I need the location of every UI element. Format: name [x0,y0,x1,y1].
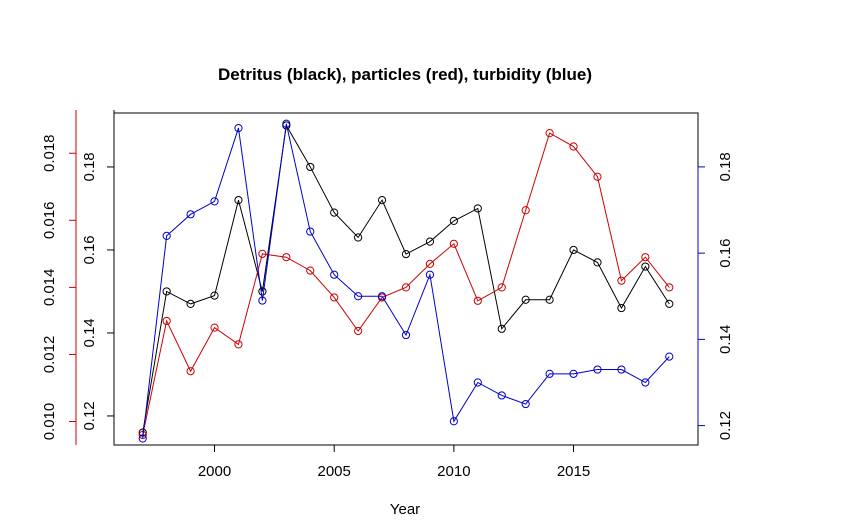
series-particles-point [593,172,602,181]
series-particles-point [162,316,171,326]
series-turbidity-point [665,352,674,361]
series-particles-point [186,367,195,376]
left-inner-axis: 0.12 0.14 0.16 0.18 [81,110,115,445]
series-particles-point [401,283,411,292]
series-particles-point [449,239,458,248]
chart-title: Detritus (black), particles (red), turbi… [218,65,592,84]
series-turbidity-point [234,123,243,133]
right-axis-tick-label: 0.16 [717,239,734,268]
series-detritus-point [306,162,315,172]
series-particles-point [545,129,554,138]
series-turbidity-point [545,369,554,378]
series-turbidity-point [306,227,315,236]
series-detritus-point [617,303,626,313]
series-particles-point [425,259,435,269]
series-particles-point [617,276,626,285]
series-turbidity-point [569,369,578,378]
series-turbidity-point [473,378,482,387]
right-axis-tick-label: 0.14 [717,325,734,354]
series-particles-point [306,266,315,275]
series-detritus-point [401,250,411,259]
series-turbidity-point [617,365,626,374]
series-turbidity-point [593,365,602,374]
series-turbidity-point [138,434,147,443]
series-detritus-point [593,258,602,267]
series-particles-point [665,283,674,292]
left-outer-axis: 0.010 0.012 0.014 0.016 0.018 [41,110,77,445]
left-outer-axis-tick-label: 0.010 [41,403,58,441]
series-turbidity-point [258,296,267,305]
right-axis-tick-label: 0.18 [717,152,734,181]
left-outer-axis-tick-label: 0.018 [41,134,58,172]
series-detritus-point [641,262,650,271]
series-turbidity-point [449,417,458,426]
series-particles-point [569,142,578,151]
series-detritus-point [186,299,195,308]
x-axis: 2000 2005 2010 2015 [198,444,590,480]
right-axis-tick-label: 0.12 [717,411,734,440]
series-particles-point [210,323,219,332]
series-particles-point [641,253,650,262]
series-turbidity-point [210,197,219,206]
series-detritus-point [497,324,506,333]
series-turbidity-point [330,270,339,279]
left-outer-axis-tick-label: 0.012 [41,336,58,374]
x-tick-label: 2005 [318,463,351,480]
left-inner-axis-tick-label: 0.18 [81,152,98,181]
series-turbidity-point [186,210,195,219]
series-turbidity-point [377,292,387,301]
series-turbidity [138,119,674,443]
series-detritus-point [665,299,674,308]
series-particles-point [330,293,339,302]
series-particles-point [354,326,363,336]
series-layer [138,119,674,443]
series-detritus-point [545,295,554,304]
series-detritus-point [354,233,363,242]
x-tick-label: 2010 [437,463,470,480]
series-turbidity-point [162,231,171,240]
left-outer-axis-tick-label: 0.016 [41,202,58,240]
series-detritus [138,121,674,437]
series-turbidity-point [425,270,435,279]
series-particles-point [521,206,530,215]
series-detritus-point [377,196,387,205]
series-detritus-line [142,123,670,433]
series-detritus-point [569,245,578,255]
series-particles-point [497,283,506,292]
left-outer-axis-tick-label: 0.014 [41,269,58,307]
series-detritus-point [234,196,243,205]
series-particles-point [258,249,267,258]
x-tick-label: 2000 [198,463,231,480]
series-detritus-point [258,287,267,296]
series-turbidity-point [641,378,650,387]
left-inner-axis-tick-label: 0.16 [81,235,98,264]
series-particles [138,129,674,440]
left-inner-axis-tick-label: 0.12 [81,401,98,430]
series-turbidity-point [497,391,506,400]
series-detritus-point [162,287,171,296]
right-axis: 0.12 0.14 0.16 0.18 [697,152,734,440]
series-turbidity-point [354,292,363,301]
series-turbidity-point [401,330,411,340]
series-detritus-point [449,216,458,225]
series-detritus-point [425,237,435,246]
series-particles-point [138,430,147,440]
series-particles-point [282,253,291,262]
series-turbidity-line [142,123,670,439]
series-particles-point [234,340,243,349]
series-detritus-point [330,208,339,217]
series-detritus-point [473,204,482,213]
series-particles-point [473,296,482,305]
x-axis-label: Year [390,501,420,518]
series-particles-line [142,132,670,436]
plot-frame [113,112,699,446]
series-detritus-point [521,295,530,304]
x-tick-label: 2015 [557,463,590,480]
series-turbidity-point [282,119,291,128]
series-turbidity-point [521,399,530,409]
series-detritus-point [210,291,219,300]
left-inner-axis-tick-label: 0.14 [81,318,98,347]
